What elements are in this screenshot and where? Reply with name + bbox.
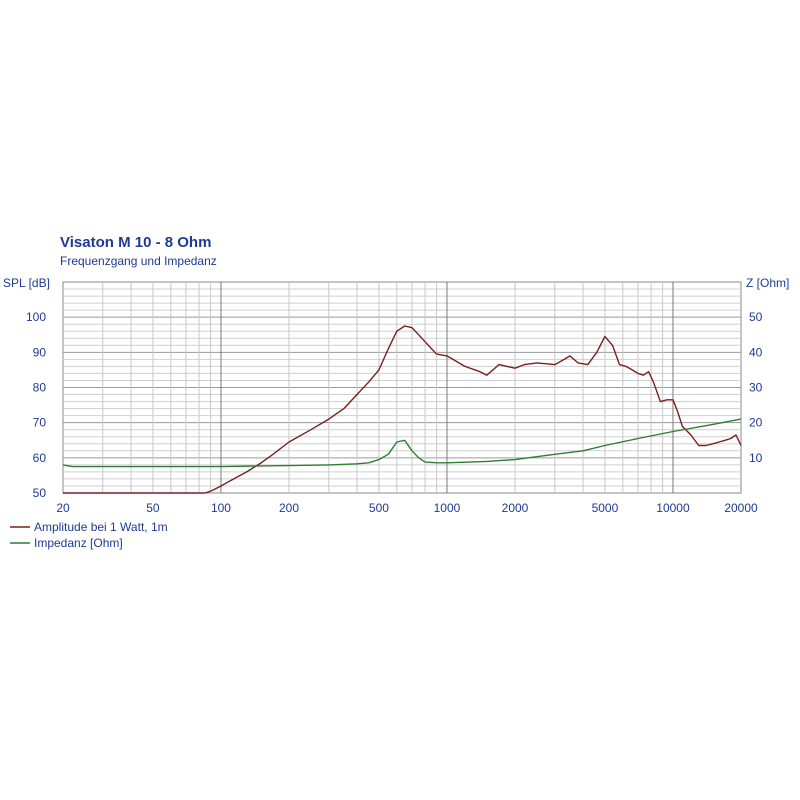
y-left-tick-label: 80: [33, 381, 47, 395]
y-axis-right-label: Z [Ohm]: [746, 276, 789, 290]
series-layer: [62, 325, 742, 494]
y-right-tick-label: 20: [749, 416, 763, 430]
x-tick-label: 500: [369, 501, 389, 515]
x-tick-label: 50: [146, 501, 160, 515]
series-line-impedance: [62, 418, 742, 468]
grid: [62, 281, 742, 494]
y-right-tick-label: 50: [749, 310, 763, 324]
chart-title: Visaton M 10 - 8 Ohm: [60, 234, 211, 251]
x-tick-label: 5000: [592, 501, 619, 515]
legend: Amplitude bei 1 Watt, 1m Impedanz [Ohm]: [10, 520, 168, 550]
x-tick-label: 200: [279, 501, 299, 515]
y-right-tick-label: 10: [749, 451, 763, 465]
x-tick-label: 10000: [656, 501, 690, 515]
x-tick-label: 20000: [724, 501, 758, 515]
y-right-tick-label: 30: [749, 381, 763, 395]
y-axis-left-label: SPL [dB]: [3, 276, 50, 290]
x-tick-label: 20: [56, 501, 70, 515]
legend-label: Amplitude bei 1 Watt, 1m: [34, 520, 168, 534]
series-line-amplitude: [63, 325, 742, 494]
legend-label: Impedanz [Ohm]: [34, 536, 123, 550]
y-right-tick-label: 40: [749, 345, 763, 359]
y-left-tick-label: 50: [33, 486, 47, 500]
y-left-tick-label: 70: [33, 416, 47, 430]
chart-subtitle: Frequenzgang und Impedanz: [60, 254, 217, 268]
x-tick-label: 1000: [434, 501, 461, 515]
tick-labels: 20 50 100 200 500 1000 2000 5000 10000 20000 50 60 7…: [26, 310, 763, 515]
y-left-tick-label: 90: [33, 345, 47, 359]
x-tick-label: 2000: [502, 501, 529, 515]
y-left-tick-label: 60: [33, 451, 47, 465]
y-left-tick-label: 100: [26, 310, 46, 324]
x-tick-label: 100: [211, 501, 231, 515]
